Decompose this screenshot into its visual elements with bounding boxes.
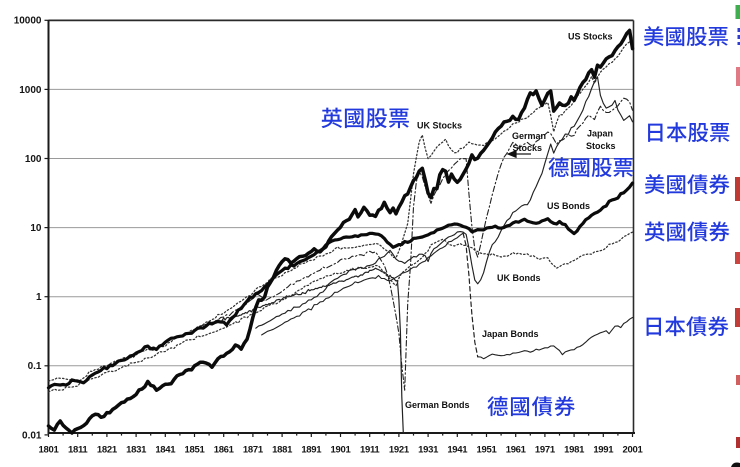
svg-text:1901: 1901 (331, 445, 352, 456)
svg-text:1841: 1841 (155, 445, 176, 456)
svg-text:1951: 1951 (477, 445, 498, 456)
svg-text:100: 100 (25, 154, 42, 165)
svg-text:10: 10 (30, 223, 42, 234)
svg-text:Stocks: Stocks (586, 141, 616, 151)
svg-text:1801: 1801 (39, 445, 60, 456)
svg-text:1911: 1911 (360, 445, 380, 456)
svg-text:1971: 1971 (535, 445, 556, 456)
svg-text:Japan: Japan (587, 129, 613, 139)
svg-text:1941: 1941 (447, 445, 468, 456)
svg-text:German Bonds: German Bonds (405, 400, 470, 410)
svg-text:UK Stocks: UK Stocks (417, 120, 462, 130)
svg-text:1931: 1931 (418, 445, 439, 456)
svg-text:1871: 1871 (243, 445, 264, 456)
svg-text:1000: 1000 (19, 85, 42, 96)
svg-text:1821: 1821 (97, 445, 118, 456)
svg-text:0.1: 0.1 (28, 361, 42, 372)
svg-text:1831: 1831 (126, 445, 147, 456)
svg-text:1851: 1851 (185, 445, 206, 456)
svg-text:Japan Bonds: Japan Bonds (482, 329, 539, 339)
svg-text:1961: 1961 (506, 445, 527, 456)
svg-text:US Stocks: US Stocks (568, 32, 613, 42)
svg-text:Stocks: Stocks (513, 143, 543, 153)
svg-text:1991: 1991 (593, 445, 614, 456)
svg-text:1811: 1811 (68, 445, 88, 456)
svg-text:1921: 1921 (389, 445, 410, 456)
svg-text:German: German (512, 131, 546, 141)
svg-text:10000: 10000 (14, 16, 42, 27)
svg-text:UK Bonds: UK Bonds (497, 273, 541, 283)
svg-text:1: 1 (36, 292, 42, 303)
svg-text:1891: 1891 (301, 445, 322, 456)
svg-text:US Bonds: US Bonds (547, 201, 590, 211)
svg-text:2001: 2001 (623, 445, 644, 456)
svg-text:1861: 1861 (214, 445, 235, 456)
svg-text:1881: 1881 (272, 445, 293, 456)
svg-text:1981: 1981 (564, 445, 585, 456)
svg-text:0.01: 0.01 (22, 430, 42, 441)
